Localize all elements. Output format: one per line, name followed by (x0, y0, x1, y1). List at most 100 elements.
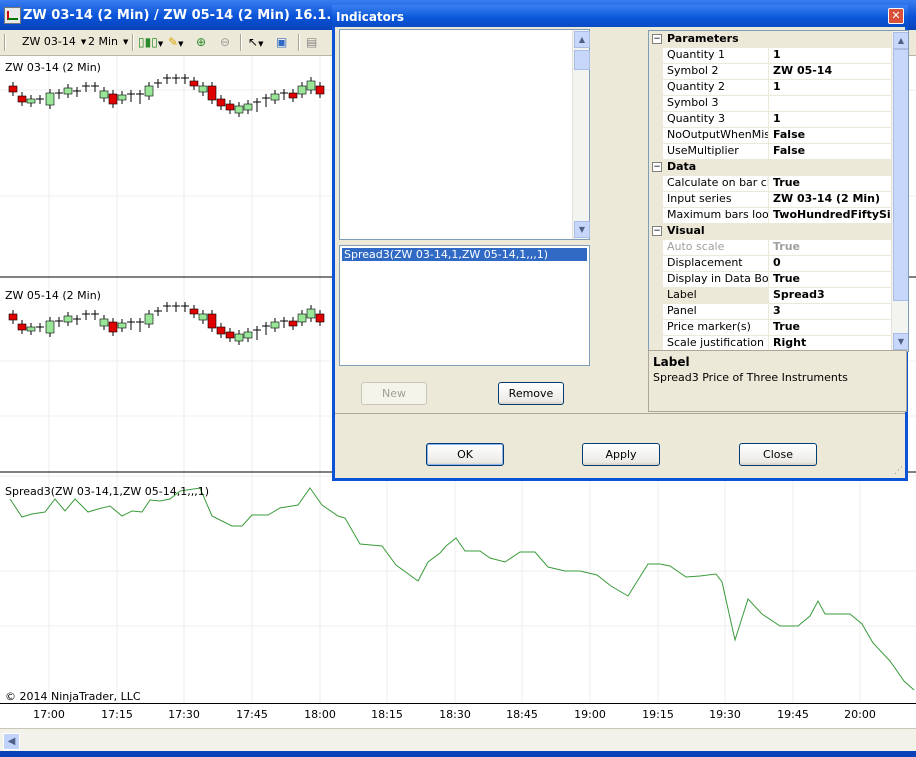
zoom-in-icon[interactable]: ⊕ (196, 35, 207, 49)
interval-dropdown[interactable]: 2 Min ▼ (88, 35, 128, 50)
ok-button[interactable]: OK (426, 443, 504, 466)
property-value[interactable]: 1 (773, 48, 781, 61)
property-value[interactable]: 0 (773, 256, 781, 269)
property-category[interactable]: − Data (649, 159, 891, 176)
property-row[interactable]: Displacement 0 (649, 255, 891, 272)
drawing-pencil-icon[interactable]: ✎▼ (168, 35, 184, 49)
row-gutter (649, 255, 663, 271)
property-value[interactable]: True (773, 320, 801, 333)
collapse-toggle-icon[interactable]: − (652, 34, 662, 44)
dialog-title-bar[interactable]: Indicators ✕ (332, 5, 908, 27)
property-row[interactable]: Price marker(s) True (649, 319, 891, 336)
property-value[interactable]: 3 (773, 304, 781, 317)
candle-body (26, 98, 36, 104)
scroll-down-icon[interactable]: ▼ (574, 221, 590, 238)
scroll-up-icon[interactable]: ▲ (574, 31, 590, 48)
property-name: Input series (649, 191, 769, 207)
candle-body (288, 92, 298, 99)
resize-grip-icon[interactable]: ⋰ (894, 466, 903, 476)
bar-style-icon[interactable]: ▯▮▯▼ (138, 35, 164, 49)
time-tick: 18:00 (304, 708, 336, 721)
property-row[interactable]: Quantity 2 1 (649, 79, 891, 96)
property-value[interactable]: TwoHundredFiftySix (773, 208, 891, 221)
property-row[interactable]: Maximum bars look ba TwoHundredFiftySix (649, 207, 891, 224)
row-gutter (649, 127, 663, 143)
property-row[interactable]: Panel 3 (649, 303, 891, 320)
candle-body (63, 315, 73, 323)
candle-body (297, 313, 307, 323)
property-value[interactable]: False (773, 144, 806, 157)
time-tick: 18:15 (371, 708, 403, 721)
candle-body (207, 85, 217, 101)
property-row[interactable]: Auto scale True (649, 239, 891, 256)
property-value[interactable]: Spread3 (773, 288, 825, 301)
property-value[interactable]: ZW 03-14 (2 Min) (773, 192, 881, 205)
properties-icon[interactable]: ▤ (306, 35, 318, 49)
scroll-down-icon[interactable]: ▼ (893, 333, 908, 350)
property-row[interactable]: Calculate on bar close True (649, 175, 891, 192)
magnifier-icon[interactable]: ▣ (276, 35, 288, 49)
instrument-dropdown[interactable]: ZW 03-14 ▼ (22, 35, 86, 50)
property-value[interactable]: True (773, 240, 801, 253)
horizontal-scrollbar[interactable]: ◀ (0, 728, 916, 752)
property-row[interactable]: Scale justification Right (649, 335, 891, 351)
property-value[interactable]: Right (773, 336, 807, 349)
property-name: Quantity 1 (649, 47, 769, 63)
property-row[interactable]: Symbol 3 (649, 95, 891, 112)
property-row[interactable]: Input series ZW 03-14 (2 Min) (649, 191, 891, 208)
close-button[interactable]: Close (739, 443, 817, 466)
row-gutter (649, 95, 663, 111)
time-tick: 17:45 (236, 708, 268, 721)
time-tick: 19:30 (709, 708, 741, 721)
cursor-pointer-icon[interactable]: ↖▼ (248, 35, 264, 49)
collapse-toggle-icon[interactable]: − (652, 162, 662, 172)
property-value[interactable]: False (773, 128, 806, 141)
property-value[interactable] (770, 95, 891, 111)
candle-body (198, 313, 208, 321)
available-list-scrollbar[interactable]: ▲ ▼ (572, 30, 590, 239)
property-row[interactable]: Quantity 1 1 (649, 47, 891, 64)
property-row[interactable]: Symbol 2 ZW 05-14 (649, 63, 891, 80)
property-grid-scrollbar[interactable]: ▲ ▼ (891, 31, 908, 351)
property-grid[interactable]: − Parameters Quantity 1 1 Symbol 2 ZW 05-14 Qu… (648, 30, 909, 352)
scroll-up-icon[interactable]: ▲ (893, 32, 908, 49)
toolbar-separator (298, 34, 300, 51)
property-name: Displacement (649, 255, 769, 271)
available-indicators-list[interactable]: ▲ ▼ (339, 29, 590, 240)
property-row[interactable]: NoOutputWhenMissin False (649, 127, 891, 144)
scroll-thumb[interactable] (574, 50, 590, 70)
collapse-toggle-icon[interactable]: − (652, 226, 662, 236)
property-value[interactable]: ZW 05-14 (773, 64, 833, 77)
property-category[interactable]: − Parameters (649, 31, 891, 48)
applied-indicators-list[interactable]: Spread3(ZW 03-14,1,ZW 05-14,1,,,1) (339, 245, 590, 366)
category-name: Parameters (667, 32, 739, 45)
panel1-label: ZW 03-14 (2 Min) (5, 61, 101, 74)
time-axis[interactable]: 17:00 17:15 17:30 17:45 18:00 18:15 18:3… (0, 703, 916, 728)
property-row[interactable]: UseMultiplier False (649, 143, 891, 160)
applied-indicator-item[interactable]: Spread3(ZW 03-14,1,ZW 05-14,1,,,1) (342, 248, 587, 261)
scroll-left-arrow-icon[interactable]: ◀ (3, 733, 20, 750)
copyright-label: © 2014 NinjaTrader, LLC (5, 690, 141, 703)
property-row[interactable]: Label Spread3 (649, 287, 891, 304)
property-value[interactable]: 1 (773, 80, 781, 93)
candle-body (17, 95, 27, 103)
scroll-thumb[interactable] (893, 49, 908, 301)
property-value[interactable]: 1 (773, 112, 781, 125)
property-category[interactable]: − Visual (649, 223, 891, 240)
property-value[interactable]: True (773, 272, 801, 285)
candle-body (26, 326, 36, 332)
time-tick: 17:15 (101, 708, 133, 721)
property-value[interactable]: True (773, 176, 801, 189)
remove-button[interactable]: Remove (498, 382, 564, 405)
property-name: Display in Data Box (649, 271, 769, 287)
property-row[interactable]: Quantity 3 1 (649, 111, 891, 128)
candle-body (216, 98, 226, 107)
time-tick: 19:15 (642, 708, 674, 721)
new-button[interactable]: New (361, 382, 427, 405)
property-row[interactable]: Display in Data Box True (649, 271, 891, 288)
time-tick: 18:30 (439, 708, 471, 721)
close-icon[interactable]: ✕ (888, 8, 904, 24)
apply-button[interactable]: Apply (582, 443, 660, 466)
property-name: Calculate on bar close (649, 175, 769, 191)
zoom-out-icon[interactable]: ⊖ (220, 35, 231, 49)
